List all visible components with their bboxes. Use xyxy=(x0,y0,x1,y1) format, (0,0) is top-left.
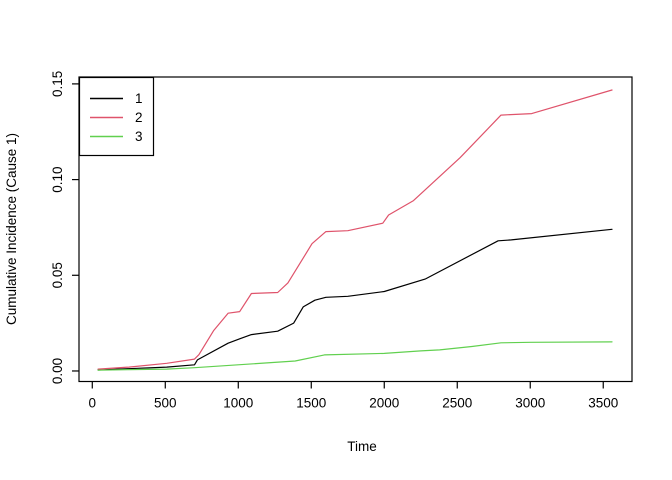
legend: 1 2 3 xyxy=(78,76,155,157)
legend-box xyxy=(78,76,155,157)
y-axis-title: Cumulative Incidence (Cause 1) xyxy=(4,133,19,325)
y-tick-label: 0.15 xyxy=(50,71,65,97)
series-line-1 xyxy=(97,228,613,371)
series-line-3 xyxy=(97,341,613,371)
x-tick-label: 2500 xyxy=(442,396,472,411)
x-axis-title: Time xyxy=(347,439,377,454)
legend-label-2: 2 xyxy=(135,110,143,125)
x-tick-label: 500 xyxy=(154,396,177,411)
legend-label-1: 1 xyxy=(135,91,143,106)
x-tick-label: 3500 xyxy=(588,396,618,411)
y-tick-label: 0.00 xyxy=(50,358,65,384)
y-axis: 0.00 0.05 0.10 0.15 xyxy=(50,71,79,384)
y-tick-label: 0.05 xyxy=(50,262,65,288)
y-tick-label: 0.10 xyxy=(50,166,65,192)
x-tick-label: 1500 xyxy=(296,396,326,411)
x-tick-label: 2000 xyxy=(369,396,399,411)
series-line-2 xyxy=(97,89,613,370)
legend-label-3: 3 xyxy=(135,129,143,144)
series-lines xyxy=(97,89,613,371)
x-tick-label: 3000 xyxy=(515,396,545,411)
x-tick-label: 0 xyxy=(89,396,97,411)
plot-frame xyxy=(78,76,633,383)
x-axis: 0 500 1000 1500 2000 2500 3000 3500 xyxy=(89,381,618,411)
x-tick-label: 1000 xyxy=(223,396,253,411)
